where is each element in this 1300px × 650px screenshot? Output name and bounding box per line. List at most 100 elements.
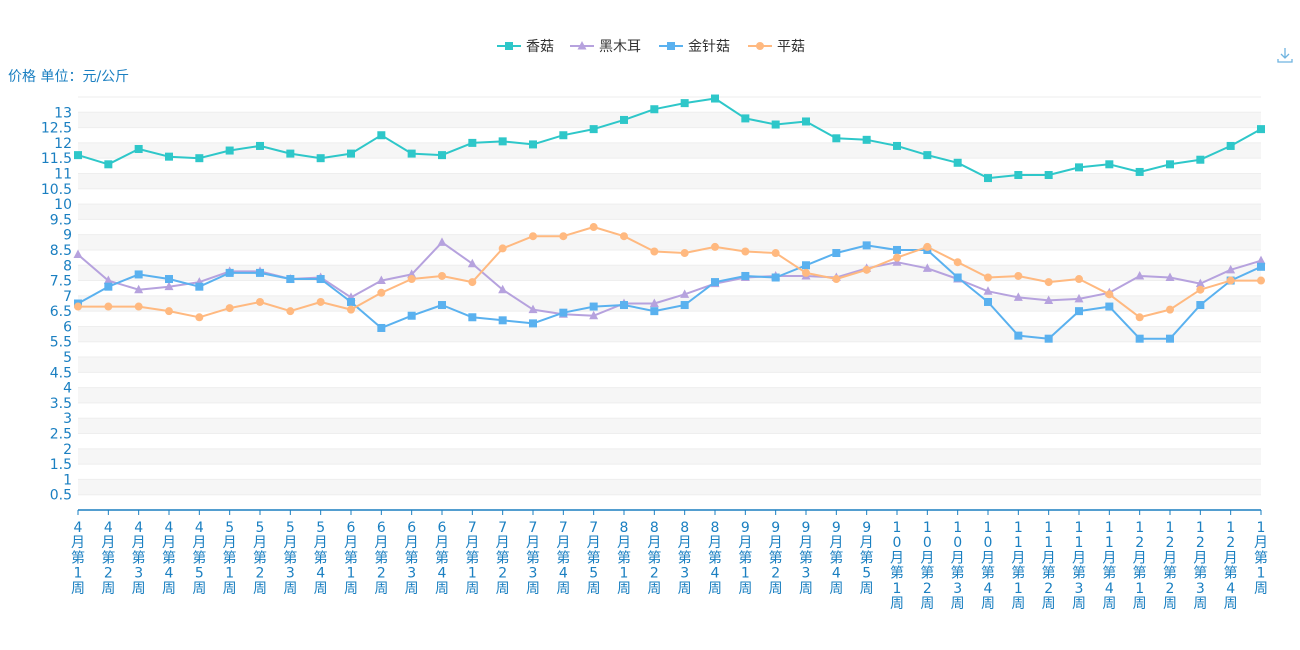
data-point <box>437 237 447 246</box>
legend-marker <box>667 42 675 50</box>
data-point <box>741 247 750 256</box>
data-point <box>467 258 477 268</box>
y-tick-label: 1.5 <box>50 457 72 473</box>
grid-layer <box>78 96 1261 511</box>
x-tick-label: 1 1 月第 1 周 <box>1011 520 1025 612</box>
data-point <box>195 313 204 322</box>
data-point <box>1075 275 1083 284</box>
grid-band <box>78 112 1261 128</box>
x-tick-label: 1 2 月第 1 周 <box>1133 520 1147 612</box>
data-point <box>316 154 325 163</box>
data-point <box>407 311 416 320</box>
x-tick-label: 1 1 月第 3 周 <box>1072 520 1086 612</box>
y-tick-label: 12 <box>54 136 72 152</box>
x-tick-label: 9 月第 2 周 <box>769 520 783 597</box>
legend-item[interactable]: 金针菇 <box>659 39 730 55</box>
y-tick-label: 8.5 <box>50 243 72 259</box>
data-point <box>1044 295 1054 304</box>
grid-band <box>78 265 1261 281</box>
data-point <box>528 304 538 314</box>
data-point <box>953 258 962 267</box>
data-point <box>1196 155 1205 164</box>
data-point <box>802 117 810 126</box>
data-point <box>680 99 689 108</box>
y-tick-label: 2 <box>63 442 72 458</box>
download-icon[interactable] <box>1276 46 1294 64</box>
data-point <box>165 307 173 316</box>
data-point <box>377 288 386 297</box>
data-point <box>195 154 204 163</box>
data-point <box>922 263 932 272</box>
data-point <box>559 232 568 241</box>
legend-item[interactable]: 黑木耳 <box>570 39 641 55</box>
y-tick-label: 9 <box>63 228 72 244</box>
x-tick-label: 9 月第 5 周 <box>860 520 874 597</box>
data-point <box>468 138 477 147</box>
x-tick-label: 1 月第 1 周 <box>1254 520 1268 597</box>
grid-band <box>78 387 1261 403</box>
x-tick-label: 1 0 月第 4 周 <box>981 520 995 612</box>
data-point <box>377 131 386 140</box>
legend-item[interactable]: 香菇 <box>497 39 554 55</box>
data-point <box>1135 334 1144 343</box>
x-tick-label: 8 月第 4 周 <box>708 520 722 597</box>
data-point <box>1226 264 1236 274</box>
data-point <box>984 273 992 282</box>
data-point <box>1135 313 1144 322</box>
series-layer <box>73 94 1266 343</box>
data-point <box>893 245 901 254</box>
legend-label: 香菇 <box>526 39 554 55</box>
x-tick-label: 1 1 月第 4 周 <box>1102 520 1116 612</box>
x-tick-label: 7 月第 5 周 <box>587 520 601 597</box>
data-point <box>256 297 264 306</box>
data-point <box>376 275 386 285</box>
data-point <box>498 316 507 325</box>
y-tick-label: 13 <box>54 105 72 121</box>
legend-marker <box>756 42 764 50</box>
data-point <box>680 249 689 258</box>
grid-band <box>78 204 1261 220</box>
data-point <box>649 298 659 307</box>
x-tick-label: 7 月第 2 周 <box>496 520 510 597</box>
data-point <box>559 308 568 317</box>
x-tick-label: 8 月第 3 周 <box>678 520 692 597</box>
data-point <box>1105 290 1114 299</box>
data-point <box>1044 334 1053 343</box>
x-tick-label: 8 月第 1 周 <box>617 520 631 597</box>
data-point <box>1105 160 1114 169</box>
legend[interactable]: 香菇 黑木耳 金针菇 平菇 <box>497 39 805 55</box>
y-tick-label: 3 <box>63 411 72 427</box>
x-tick-label: 7 月第 4 周 <box>556 520 570 597</box>
data-point <box>802 268 810 277</box>
data-point <box>589 223 598 232</box>
data-point <box>984 174 992 183</box>
data-point <box>1166 334 1174 343</box>
data-point <box>923 151 932 160</box>
data-point <box>589 302 598 311</box>
x-tick-label: 9 月第 3 周 <box>799 520 813 597</box>
data-point <box>165 152 173 161</box>
data-point <box>650 307 659 316</box>
data-point <box>1014 271 1023 280</box>
data-point <box>771 120 780 129</box>
series-line <box>77 97 1262 180</box>
y-tick-label: 4.5 <box>50 365 72 381</box>
data-point <box>832 275 841 284</box>
y-tick-label: 6.5 <box>50 304 72 320</box>
x-tick-label: 4 月第 4 周 <box>162 520 176 597</box>
x-tick-label: 6 月第 2 周 <box>374 520 388 597</box>
legend-label: 平菇 <box>777 39 805 55</box>
data-point <box>1044 278 1053 287</box>
data-point <box>347 149 355 158</box>
data-point <box>1014 331 1023 340</box>
data-point <box>286 149 295 158</box>
x-tick-label: 7 月第 3 周 <box>526 520 540 597</box>
legend-item[interactable]: 平菇 <box>748 39 805 55</box>
data-point <box>983 286 993 295</box>
data-point <box>559 131 568 140</box>
x-tick-label: 8 月第 2 周 <box>647 520 661 597</box>
data-point <box>893 141 901 150</box>
y-tick-label: 11.5 <box>41 151 72 167</box>
data-point <box>407 149 416 158</box>
x-tick-label: 6 月第 1 周 <box>344 520 358 597</box>
